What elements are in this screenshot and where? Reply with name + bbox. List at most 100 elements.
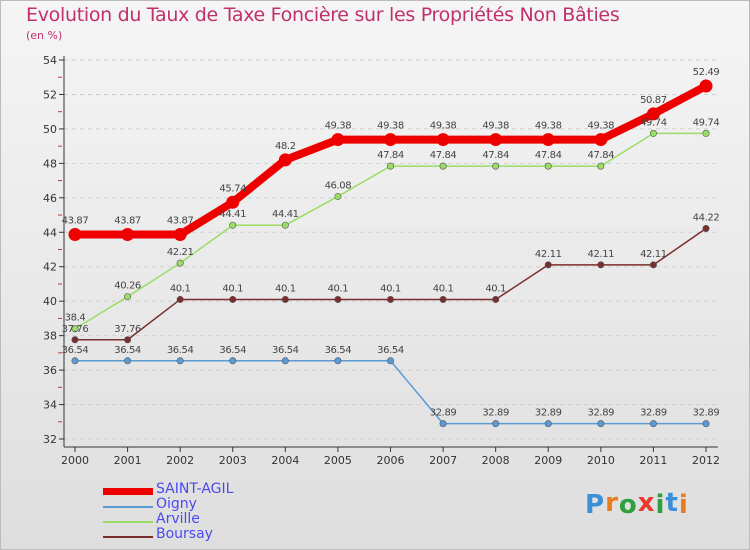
data-point — [439, 420, 447, 428]
chart-title: Evolution du Taux de Taxe Foncière sur l… — [26, 4, 620, 26]
data-label: 42.11 — [535, 249, 562, 260]
data-point — [229, 295, 237, 303]
data-point — [649, 420, 657, 428]
data-label: 43.87 — [167, 216, 194, 227]
data-point — [646, 107, 660, 121]
data-point — [386, 357, 394, 365]
y-tick-label: 48 — [43, 157, 57, 170]
x-tick-label: 2009 — [534, 454, 562, 467]
data-label: 36.54 — [62, 345, 89, 356]
data-point — [226, 195, 240, 209]
x-tick-label: 2007 — [429, 454, 457, 467]
data-point — [334, 295, 342, 303]
data-point — [281, 221, 289, 229]
data-label: 36.54 — [114, 345, 141, 356]
data-point — [334, 357, 342, 365]
data-label: 32.89 — [482, 408, 509, 419]
data-label: 47.84 — [377, 150, 404, 161]
data-label: 36.54 — [167, 345, 194, 356]
data-point — [436, 133, 450, 147]
data-label: 48.2 — [275, 141, 296, 152]
data-label: 37.76 — [114, 324, 141, 335]
data-label: 52.49 — [693, 67, 720, 78]
logo-letter: i — [678, 490, 689, 520]
data-point — [68, 228, 82, 242]
data-point — [544, 162, 552, 170]
legend-swatch — [103, 506, 153, 508]
data-point — [176, 357, 184, 365]
data-label: 32.89 — [588, 408, 615, 419]
data-point — [384, 133, 397, 147]
legend-swatch — [103, 488, 153, 495]
data-point — [229, 221, 237, 229]
data-label: 45.74 — [219, 183, 246, 194]
logo-letter: r — [605, 488, 619, 518]
x-tick-label: 2004 — [271, 454, 299, 467]
data-label: 36.54 — [219, 345, 246, 356]
data-point — [439, 162, 447, 170]
data-label: 49.38 — [588, 121, 615, 132]
data-point — [386, 295, 394, 303]
data-point — [492, 295, 500, 303]
data-point — [281, 357, 289, 365]
data-point — [334, 192, 342, 200]
data-point — [597, 261, 605, 269]
data-point — [71, 357, 79, 365]
x-tick-label: 2010 — [587, 454, 615, 467]
data-label: 42.21 — [167, 247, 194, 258]
data-label: 44.41 — [272, 209, 299, 220]
data-point — [71, 325, 79, 333]
data-label: 47.84 — [430, 150, 457, 161]
data-point — [492, 420, 500, 428]
data-point — [278, 153, 292, 167]
data-point — [281, 295, 289, 303]
data-label: 47.84 — [482, 150, 509, 161]
data-point — [173, 228, 187, 242]
data-point — [544, 261, 552, 269]
x-tick-label: 2012 — [692, 454, 720, 467]
data-label: 49.38 — [325, 121, 352, 132]
data-point — [649, 129, 657, 137]
legend-swatch — [103, 536, 153, 538]
logo-letter: P — [585, 490, 606, 520]
data-label: 49.38 — [482, 121, 509, 132]
data-point — [699, 79, 713, 93]
data-point — [331, 133, 345, 147]
data-point — [597, 420, 605, 428]
data-label: 43.87 — [114, 216, 141, 227]
data-label: 43.87 — [62, 216, 89, 227]
data-point — [702, 224, 710, 232]
data-label: 49.74 — [693, 117, 720, 128]
logo-letter: o — [618, 490, 638, 520]
data-label: 40.1 — [485, 283, 506, 294]
data-label: 49.38 — [535, 121, 562, 132]
proxiti-logo: Proxiti — [585, 488, 689, 520]
legend-label: Arville — [156, 511, 200, 527]
y-tick-label: 42 — [43, 261, 57, 274]
data-label: 36.54 — [325, 345, 352, 356]
data-label: 50.87 — [640, 95, 667, 106]
y-tick-label: 52 — [43, 88, 57, 101]
data-label: 40.1 — [222, 283, 243, 294]
y-tick-label: 34 — [43, 399, 57, 412]
y-tick-label: 36 — [43, 364, 57, 377]
data-point — [492, 162, 500, 170]
data-label: 40.1 — [328, 283, 349, 294]
data-point — [439, 295, 447, 303]
logo-letter: t — [665, 488, 679, 518]
data-point — [229, 357, 237, 365]
data-label: 38.4 — [65, 313, 86, 324]
y-tick-label: 40 — [43, 295, 57, 308]
y-tick-label: 32 — [43, 433, 57, 446]
data-point — [649, 261, 657, 269]
data-point — [702, 129, 710, 137]
data-label: 40.1 — [380, 283, 401, 294]
x-tick-label: 2001 — [114, 454, 142, 467]
data-label: 32.89 — [430, 408, 457, 419]
data-point — [176, 295, 184, 303]
data-point — [124, 293, 132, 301]
data-label: 40.26 — [114, 281, 141, 292]
data-point — [702, 420, 710, 428]
y-tick-label: 38 — [43, 330, 57, 343]
x-tick-label: 2011 — [639, 454, 667, 467]
